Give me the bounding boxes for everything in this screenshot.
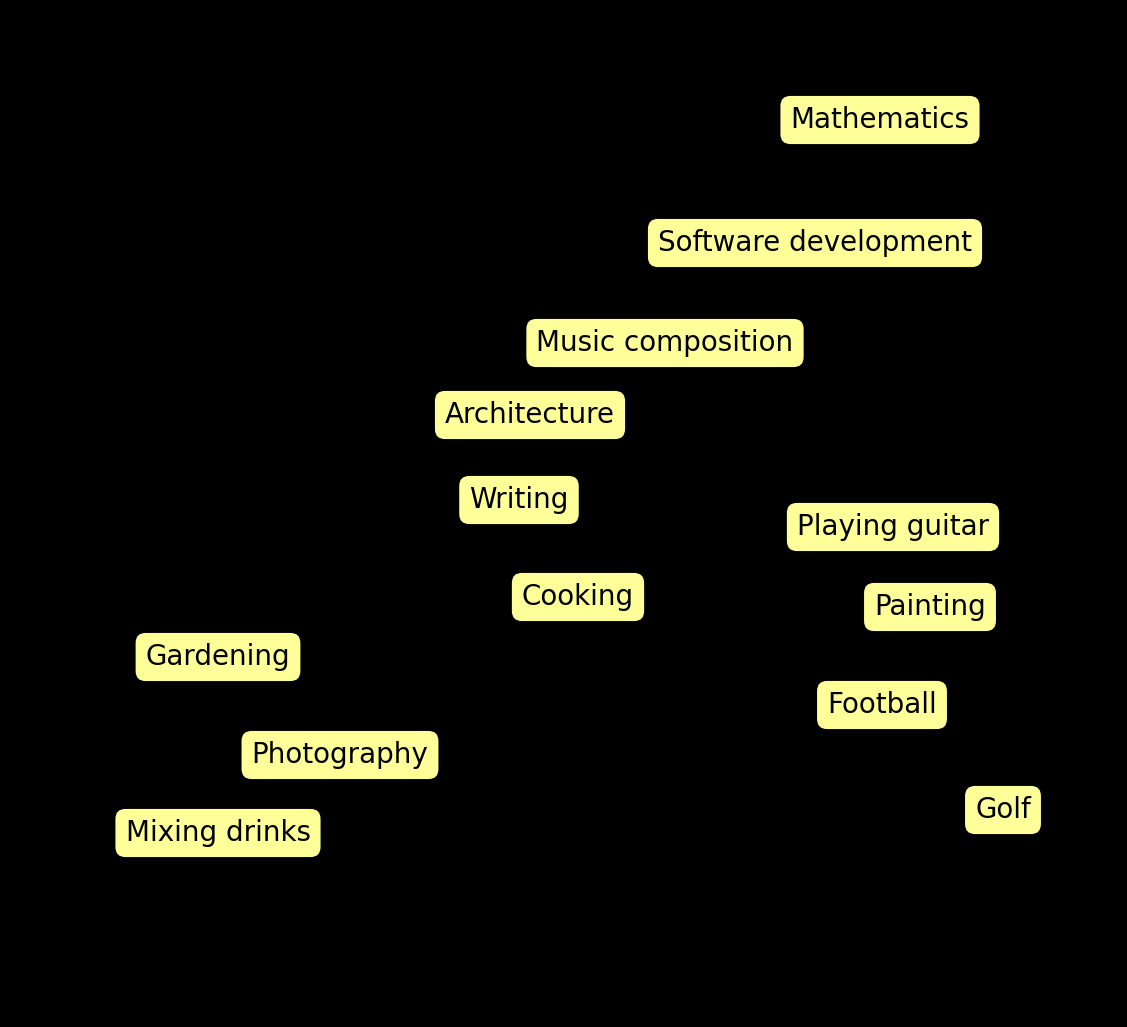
Text: Golf: Golf	[975, 796, 1031, 824]
Text: Mathematics: Mathematics	[790, 106, 969, 134]
Text: Architecture: Architecture	[445, 401, 615, 429]
Text: Football: Football	[827, 691, 937, 719]
Text: Writing: Writing	[469, 486, 569, 514]
Text: Cooking: Cooking	[522, 583, 635, 611]
Text: Mixing drinks: Mixing drinks	[125, 819, 311, 847]
Text: Software development: Software development	[658, 229, 971, 257]
Text: Photography: Photography	[251, 741, 428, 769]
Text: Gardening: Gardening	[145, 643, 291, 671]
Text: Painting: Painting	[875, 593, 986, 621]
Text: Playing guitar: Playing guitar	[797, 514, 990, 541]
Text: Music composition: Music composition	[536, 329, 793, 357]
